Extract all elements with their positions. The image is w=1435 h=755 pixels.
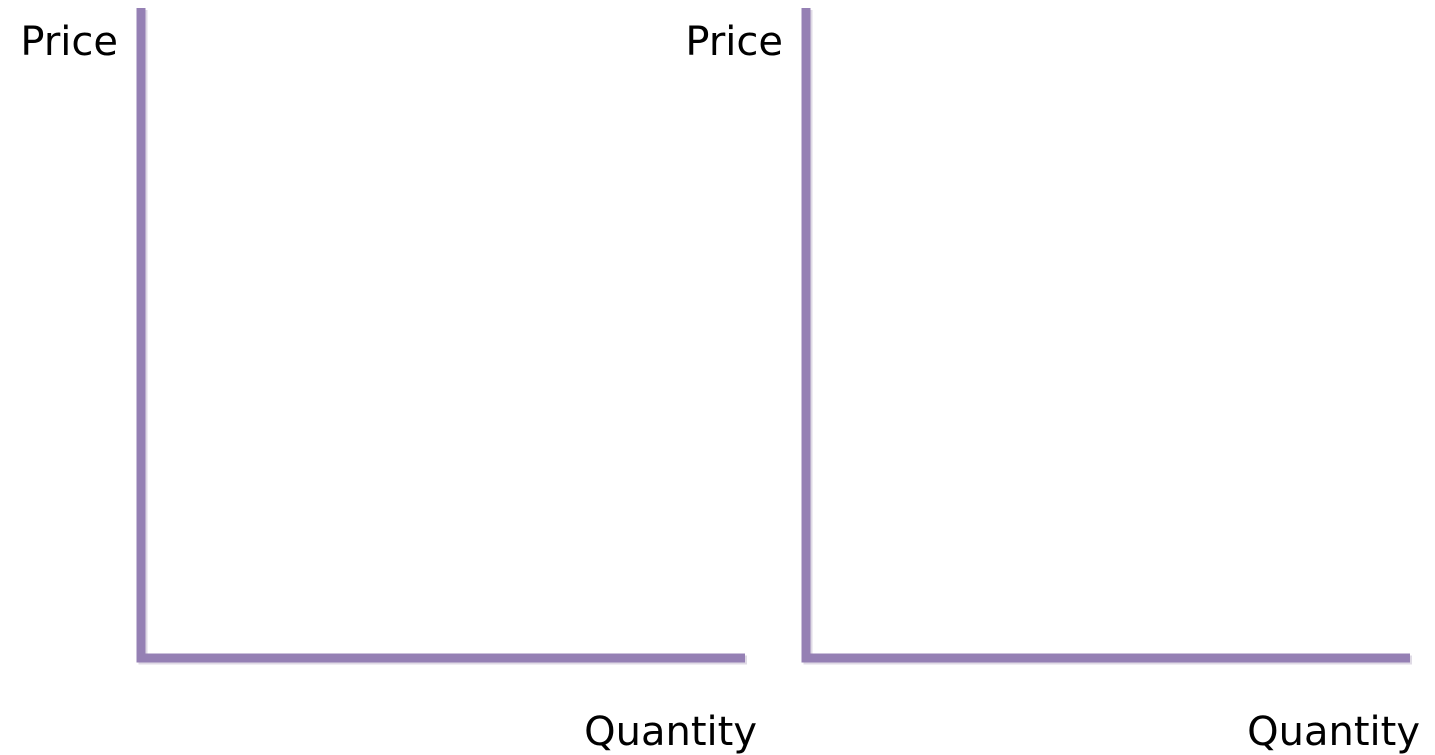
axes (136, 8, 745, 663)
axes (801, 8, 1410, 663)
panel-right: Price Quantity (685, 8, 1420, 755)
y-axis-label: Price (20, 19, 118, 65)
x-axis-label: Quantity (1247, 709, 1420, 755)
x-axis-label: Quantity (584, 709, 757, 755)
axis-shadow (138, 10, 747, 665)
y-axis-label: Price (685, 19, 783, 65)
axis-shadow (803, 10, 1412, 665)
panel-left: Price Quantity (20, 8, 757, 755)
